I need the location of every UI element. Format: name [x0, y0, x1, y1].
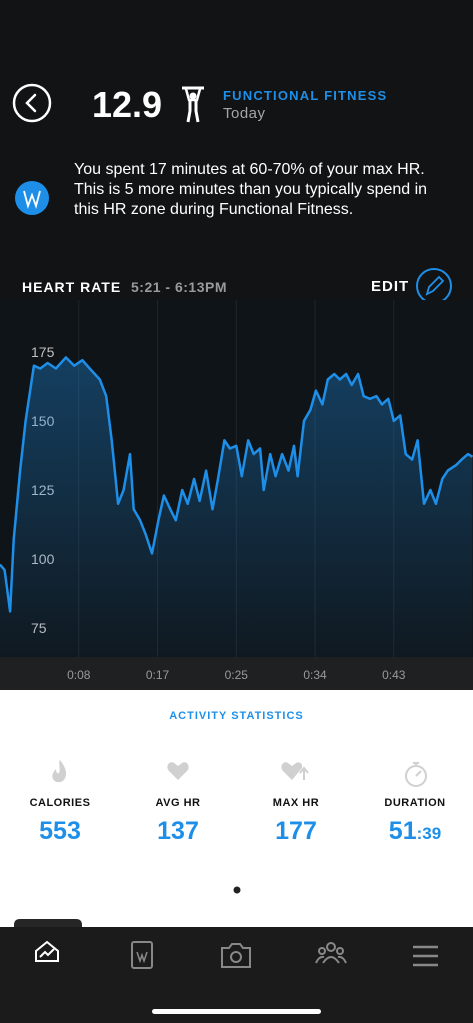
- x-tick-label: 0:25: [225, 668, 249, 682]
- camera-lens[interactable]: [230, 951, 242, 963]
- arms: [184, 88, 202, 102]
- statistics-title: ACTIVITY STATISTICS: [169, 710, 304, 722]
- section-title: HEART RATE: [22, 279, 122, 295]
- legs: [186, 100, 200, 123]
- person-body[interactable]: [315, 955, 347, 964]
- stat-label: DURATION: [384, 797, 446, 809]
- back-circle[interactable]: [12, 83, 52, 123]
- x-tick-label: 0:08: [67, 668, 91, 682]
- header-icons: [12, 83, 452, 300]
- person-head[interactable]: [336, 947, 344, 955]
- person-head[interactable]: [326, 942, 336, 952]
- person-body[interactable]: [322, 956, 340, 964]
- y-tick-label: 175: [31, 344, 55, 360]
- back-button[interactable]: [12, 83, 52, 123]
- page-dot: [233, 886, 241, 894]
- insight-text: You spent 17 minutes at 60-70% of your m…: [74, 161, 428, 218]
- badge-logo: [23, 190, 41, 209]
- stat-label: CALORIES: [29, 797, 91, 809]
- stat-value: 137: [157, 817, 199, 845]
- person-head[interactable]: [318, 947, 326, 955]
- edit-label[interactable]: EDIT: [371, 278, 410, 295]
- stat-label: MAX HR: [272, 797, 320, 809]
- stopwatch-hand: [413, 762, 422, 777]
- activity-name: FUNCTIONAL FITNESS: [223, 88, 388, 103]
- x-axis-band: [0, 657, 473, 690]
- stat-label: AVG HR: [155, 797, 201, 809]
- home-tab[interactable]: [35, 940, 59, 962]
- max-hr-arrow: [299, 766, 309, 780]
- max-hr-icon: [281, 762, 303, 780]
- team-tab[interactable]: [315, 942, 347, 964]
- active-tab: [14, 919, 82, 1023]
- avg-hr-icon: [167, 762, 189, 780]
- x-tick-label: 0:17: [146, 668, 170, 682]
- edit-circle[interactable]: [416, 268, 452, 300]
- heart-rate-chart: 0:080:170:250:340:4375100125150175: [0, 300, 473, 690]
- clipboard-icon[interactable]: [131, 941, 153, 969]
- journal-tab[interactable]: [131, 941, 153, 969]
- heart-rate-line: [0, 356, 473, 613]
- head: [189, 92, 197, 100]
- stat-value: 553: [39, 817, 81, 845]
- stat-icons: [52, 760, 427, 787]
- badge-circle: [15, 181, 49, 215]
- stat-value-suffix: :39: [416, 824, 442, 843]
- camera-tab[interactable]: [221, 943, 251, 968]
- calories-icon: [52, 760, 67, 783]
- stat-value-row: 137: [119, 817, 237, 846]
- menu-tab[interactable]: [413, 945, 438, 967]
- duration-icon: [405, 762, 427, 787]
- pencil[interactable]: [425, 275, 445, 296]
- time-range: 5:21 - 6:13PM: [131, 279, 227, 295]
- stat-value-row: 51:39: [356, 817, 473, 846]
- stat-value-row: 553: [1, 817, 119, 846]
- x-tick-label: 0:43: [382, 668, 406, 682]
- stat-value: 51: [388, 817, 417, 845]
- back-arrow[interactable]: [25, 93, 37, 113]
- area-fill: [0, 357, 473, 657]
- stat-value: 177: [275, 817, 317, 845]
- nav-icons: [14, 919, 438, 1023]
- whoop-badge: [15, 181, 49, 215]
- clipboard-logo[interactable]: [136, 951, 148, 964]
- page-indicator: [233, 886, 241, 894]
- home-icon[interactable]: [35, 940, 59, 962]
- x-tick-label: 0:34: [303, 668, 327, 682]
- stat-value-row: 177: [237, 817, 355, 846]
- edit-button[interactable]: [416, 268, 452, 300]
- strain-score: 12.9: [92, 84, 163, 125]
- home-graph[interactable]: [39, 948, 55, 958]
- home-indicator: [152, 1009, 321, 1014]
- activity-icon: [182, 86, 204, 123]
- activity-date: Today: [223, 105, 266, 122]
- camera-icon[interactable]: [221, 943, 251, 968]
